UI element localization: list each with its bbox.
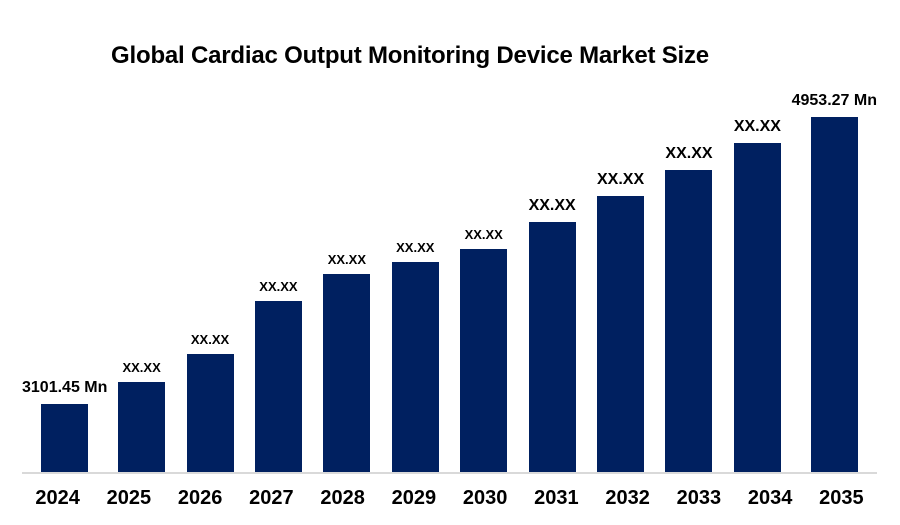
x-axis-label-2032: 2032 xyxy=(605,487,650,509)
x-axis-label-2033: 2033 xyxy=(676,487,722,509)
bar-column-2028: XX.XX xyxy=(313,0,381,472)
bar-2025 xyxy=(118,382,166,472)
bar-value-label-2025: XX.XX xyxy=(122,360,161,375)
x-axis-line xyxy=(22,472,877,474)
bar-column-2026: XX.XX xyxy=(176,0,244,472)
x-axis-label-2029: 2029 xyxy=(391,487,437,509)
bar-value-label-2035: 4953.27 Mn xyxy=(791,92,877,109)
x-axis-labels: 2024 2025 2026 2027 2028 2029 2030 2031 2032 2033… xyxy=(22,487,877,509)
bar-column-2024: 3101.45 Mn xyxy=(22,0,107,472)
bar-column-2032: XX.XX xyxy=(586,0,654,472)
x-axis-label-2025: 2025 xyxy=(106,487,152,509)
bar-value-label-2024: 3101.45 Mn xyxy=(22,379,108,396)
bar-column-2033: XX.XX xyxy=(655,0,723,472)
bar-value-label-2028: XX.XX xyxy=(327,252,367,267)
bar-value-label-2034: XX.XX xyxy=(733,118,781,135)
x-axis-label-2035: 2035 xyxy=(819,487,864,509)
bar-value-label-2030: XX.XX xyxy=(464,227,503,242)
bar-2032 xyxy=(597,196,645,472)
bar-value-label-2029: XX.XX xyxy=(396,240,435,255)
x-axis-label-2030: 2030 xyxy=(462,487,508,509)
bar-column-2027: XX.XX xyxy=(244,0,312,472)
bar-2035 xyxy=(810,117,858,472)
x-axis-label-2024: 2024 xyxy=(35,487,80,509)
x-axis-label-2028: 2028 xyxy=(320,487,365,509)
bar-2029 xyxy=(391,262,439,472)
x-axis-label-2034: 2034 xyxy=(747,487,793,509)
bar-value-label-2031: XX.XX xyxy=(528,197,576,214)
bar-2034 xyxy=(733,143,781,472)
bar-column-2035: 4953.27 Mn xyxy=(792,0,877,472)
bar-value-label-2026: XX.XX xyxy=(190,332,230,347)
bar-2031 xyxy=(528,222,576,472)
bar-column-2034: XX.XX xyxy=(723,0,791,472)
bar-column-2025: XX.XX xyxy=(107,0,175,472)
bar-column-2031: XX.XX xyxy=(518,0,586,472)
bar-2030 xyxy=(460,249,508,472)
bar-column-2030: XX.XX xyxy=(450,0,518,472)
x-axis-label-2031: 2031 xyxy=(534,487,579,509)
bar-value-label-2027: XX.XX xyxy=(259,279,298,294)
x-axis-label-2027: 2027 xyxy=(249,487,294,509)
bar-value-label-2033: XX.XX xyxy=(665,145,713,162)
bar-2026 xyxy=(186,354,234,472)
bar-2027 xyxy=(254,301,302,472)
bar-value-label-2032: XX.XX xyxy=(596,171,645,188)
bar-2028 xyxy=(323,274,371,472)
chart-title: Global Cardiac Output Monitoring Device … xyxy=(111,42,709,69)
plot-area: 3101.45 Mn XX.XX XX.XX XX.XX XX.XX XX.XX XX.XX… xyxy=(22,0,877,472)
x-axis-label-2026: 2026 xyxy=(177,487,223,509)
bar-2024 xyxy=(41,404,89,472)
bar-column-2029: XX.XX xyxy=(381,0,449,472)
bar-2033 xyxy=(665,170,713,472)
